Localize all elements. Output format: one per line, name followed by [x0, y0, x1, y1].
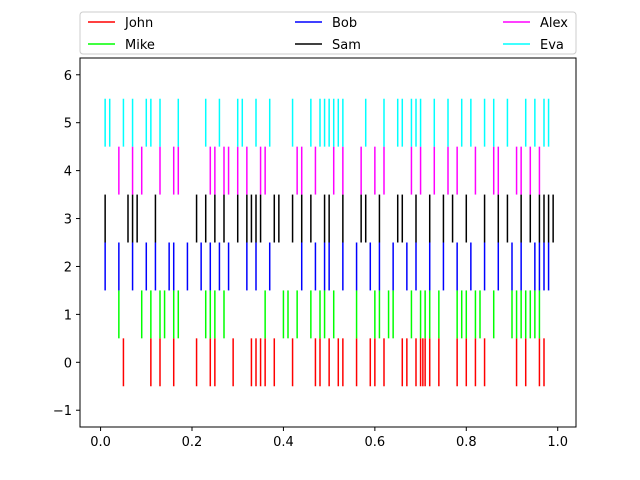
legend-frame: [79, 11, 577, 55]
y-tick-label: 6: [64, 69, 72, 84]
legend-label-mike: Mike: [125, 38, 155, 53]
x-tick-label: 0.4: [273, 435, 294, 450]
y-tick-label: 4: [64, 165, 72, 180]
legend-label-john: John: [124, 16, 153, 31]
x-tick-label: 1.0: [547, 435, 568, 450]
legend-label-sam: Sam: [332, 38, 361, 53]
legend-label-bob: Bob: [332, 16, 357, 31]
y-tick-label: −1: [53, 404, 72, 419]
x-tick-label: 0.2: [182, 435, 203, 450]
legend-label-alex: Alex: [540, 16, 568, 31]
y-tick-label: 2: [64, 260, 72, 275]
legend: John Mike Bob Sam Alex Eva: [79, 11, 577, 55]
y-tick-label: 5: [64, 117, 72, 132]
x-axis: 0.0 0.2 0.4 0.6 0.8 1.0: [90, 427, 568, 450]
x-tick-label: 0.0: [90, 435, 111, 450]
y-tick-label: 0: [64, 356, 72, 371]
y-tick-label: 3: [64, 213, 72, 228]
events-layer: [104, 98, 554, 387]
y-tick-label: 1: [64, 308, 72, 323]
axes-frame: [79, 57, 577, 428]
y-axis: −1 0 1 2 3 4 5 6: [53, 69, 80, 419]
x-tick-label: 0.8: [456, 435, 477, 450]
legend-label-eva: Eva: [540, 38, 564, 53]
x-tick-label: 0.6: [365, 435, 386, 450]
